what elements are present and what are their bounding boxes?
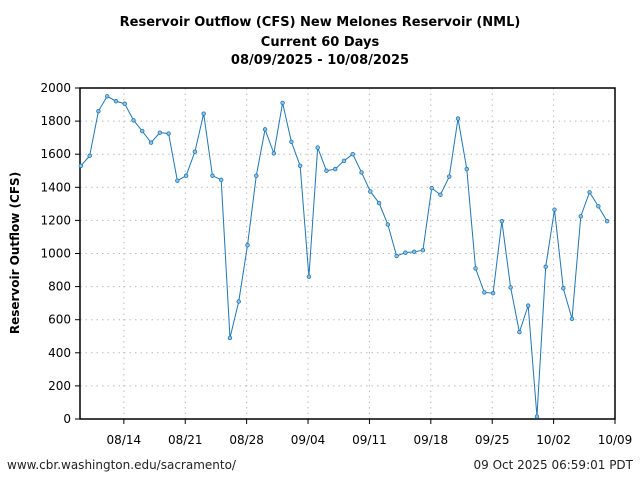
data-point bbox=[569, 316, 575, 322]
data-point bbox=[140, 128, 145, 134]
data-point bbox=[394, 253, 399, 259]
data-point bbox=[552, 207, 557, 212]
data-point bbox=[368, 189, 373, 194]
data-point bbox=[534, 414, 540, 419]
x-tick-label: 08/28 bbox=[229, 433, 264, 447]
y-tick-label: 400 bbox=[48, 346, 71, 360]
y-axis-label: Reservoir Outflow (CFS) bbox=[8, 172, 22, 334]
data-point bbox=[280, 100, 285, 106]
data-point bbox=[411, 249, 417, 255]
data-point bbox=[183, 173, 189, 178]
x-tick-label: 10/09 bbox=[598, 433, 633, 447]
data-point bbox=[420, 247, 426, 253]
series-line bbox=[80, 95, 608, 417]
data-point bbox=[385, 222, 391, 227]
y-tick-label: 2000 bbox=[40, 81, 71, 95]
x-tick-label: 09/04 bbox=[291, 433, 326, 447]
data-point bbox=[482, 290, 487, 295]
y-tick-label: 1000 bbox=[40, 247, 71, 261]
data-point bbox=[271, 151, 277, 156]
data-point bbox=[333, 166, 338, 172]
data-point bbox=[113, 99, 119, 104]
y-tick-label: 1600 bbox=[40, 147, 71, 161]
data-point bbox=[104, 94, 110, 99]
y-tick-label: 200 bbox=[48, 379, 71, 393]
data-point bbox=[455, 116, 461, 121]
data-point bbox=[403, 250, 408, 255]
data-point bbox=[306, 274, 312, 279]
x-tick-label: 09/25 bbox=[475, 433, 510, 447]
data-point bbox=[219, 177, 224, 183]
data-point bbox=[596, 204, 601, 209]
data-point bbox=[578, 214, 583, 219]
data-point bbox=[350, 151, 355, 157]
x-tick-label: 09/11 bbox=[352, 433, 387, 447]
data-point bbox=[201, 111, 206, 116]
data-point bbox=[429, 185, 434, 191]
x-tick-label: 10/02 bbox=[536, 433, 571, 447]
data-point bbox=[262, 127, 268, 132]
y-tick-label: 1200 bbox=[40, 213, 71, 227]
data-point bbox=[210, 173, 215, 178]
data-point bbox=[525, 303, 531, 308]
data-point bbox=[87, 153, 92, 159]
plot-frame bbox=[79, 87, 616, 420]
data-point bbox=[324, 168, 329, 173]
data-point bbox=[289, 139, 294, 144]
data-point bbox=[175, 178, 180, 183]
y-tick-label: 0 bbox=[63, 412, 71, 426]
chart-subtitle: Current 60 Days bbox=[260, 35, 380, 50]
data-point bbox=[376, 200, 382, 206]
data-point bbox=[447, 174, 452, 179]
data-point bbox=[464, 166, 469, 172]
data-point bbox=[227, 335, 233, 341]
x-tick-label: 09/18 bbox=[414, 433, 449, 447]
data-point bbox=[245, 243, 250, 248]
data-point bbox=[438, 192, 443, 197]
data-point bbox=[131, 118, 136, 123]
y-tick-label: 800 bbox=[48, 280, 71, 294]
data-point bbox=[254, 173, 259, 178]
data-point bbox=[148, 140, 154, 145]
data-point bbox=[587, 190, 592, 195]
data-point bbox=[192, 149, 198, 154]
data-point bbox=[543, 264, 548, 269]
data-point bbox=[166, 131, 171, 136]
data-point bbox=[359, 170, 364, 175]
x-tick-label: 08/14 bbox=[107, 433, 142, 447]
y-tick-label: 1400 bbox=[40, 180, 71, 194]
data-point bbox=[561, 286, 566, 291]
data-point bbox=[490, 291, 496, 296]
data-point bbox=[517, 329, 522, 335]
timestamp: 09 Oct 2025 06:59:01 PDT bbox=[473, 458, 633, 472]
data-point bbox=[508, 285, 513, 290]
y-tick-label: 1800 bbox=[40, 114, 71, 128]
x-tick-label: 08/21 bbox=[168, 433, 203, 447]
data-point bbox=[297, 163, 303, 168]
source-link[interactable]: www.cbr.washington.edu/sacramento/ bbox=[7, 458, 236, 472]
data-point bbox=[473, 266, 478, 271]
data-point bbox=[499, 219, 505, 224]
y-tick-label: 600 bbox=[48, 313, 71, 327]
data-point bbox=[315, 145, 320, 150]
data-point bbox=[341, 158, 347, 164]
data-point bbox=[604, 219, 610, 224]
data-point bbox=[236, 299, 241, 304]
chart-title: Reservoir Outflow (CFS) New Melones Rese… bbox=[119, 15, 521, 30]
chart-date-range: 08/09/2025 - 10/08/2025 bbox=[230, 53, 410, 68]
data-point bbox=[96, 108, 101, 114]
data-point bbox=[157, 130, 163, 135]
data-point bbox=[78, 163, 84, 168]
data-point bbox=[122, 101, 127, 106]
